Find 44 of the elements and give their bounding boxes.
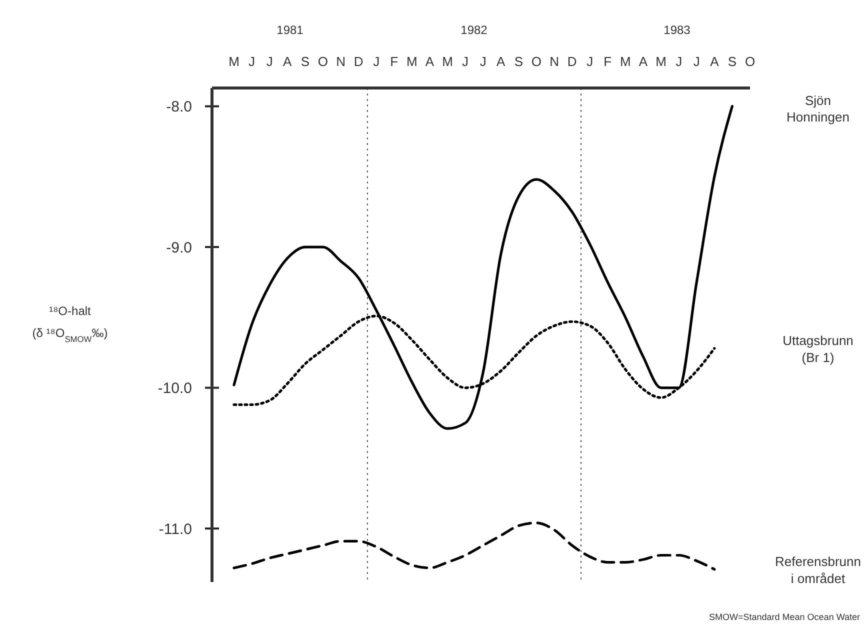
- x-tick-label: N: [550, 54, 559, 69]
- x-tick-label: A: [638, 54, 648, 69]
- y-tick-label: -11.0: [158, 520, 192, 538]
- text: 1982: [460, 23, 488, 37]
- y-axis-title: ¹⁸O-halt (δ ¹⁸O$_{SMOW}$‰): [32, 304, 108, 344]
- x-tick-label: A: [283, 54, 292, 69]
- y-tick-label: -10.0: [158, 380, 192, 398]
- text: Sjön Honningen: [786, 92, 850, 125]
- x-tick-label: M: [442, 54, 453, 69]
- x-tick-label: J: [586, 54, 594, 69]
- x-tick-label: N: [336, 54, 346, 69]
- x-tick-label: A: [710, 54, 720, 69]
- x-tick-label: S: [300, 54, 310, 69]
- x-tick-label: F: [390, 54, 398, 69]
- text: Uttagsbrunn (Br 1): [782, 333, 854, 366]
- x-tick-label: S: [514, 54, 524, 69]
- text: Referensbrunn i området: [775, 554, 861, 586]
- x-tick-label: J: [693, 54, 700, 69]
- x-tick-label: A: [425, 54, 434, 69]
- x-tick-label: J: [266, 54, 273, 69]
- x-tick-label: J: [462, 54, 469, 69]
- x-tick-label: M: [406, 54, 418, 69]
- x-tick-label: O: [531, 54, 542, 69]
- text: 1983: [664, 23, 691, 37]
- x-tick-label: S: [728, 54, 737, 69]
- x-tick-label: M: [620, 54, 631, 69]
- text: 1981: [276, 23, 304, 37]
- x-tick-label: A: [496, 54, 506, 69]
- x-tick-label: O: [318, 54, 328, 69]
- line-series: [232, 104, 734, 430]
- x-tick-label: J: [248, 54, 256, 69]
- line-series: [232, 522, 716, 571]
- x-tick-label: M: [656, 54, 666, 69]
- x-tick-label: D: [354, 54, 364, 69]
- x-tick-label: J: [373, 54, 380, 69]
- x-tick-label: D: [567, 54, 577, 69]
- y-tick-label: -8.0: [166, 98, 192, 116]
- text: SMOW=Standard Mean Ocean Water: [709, 612, 860, 622]
- x-tick-label: M: [228, 54, 240, 69]
- x-tick-label: F: [604, 54, 612, 69]
- x-tick-label: J: [480, 54, 486, 69]
- x-tick-label: O: [744, 54, 756, 69]
- x-tick-label: J: [676, 54, 682, 69]
- y-tick-label: -9.0: [166, 239, 192, 256]
